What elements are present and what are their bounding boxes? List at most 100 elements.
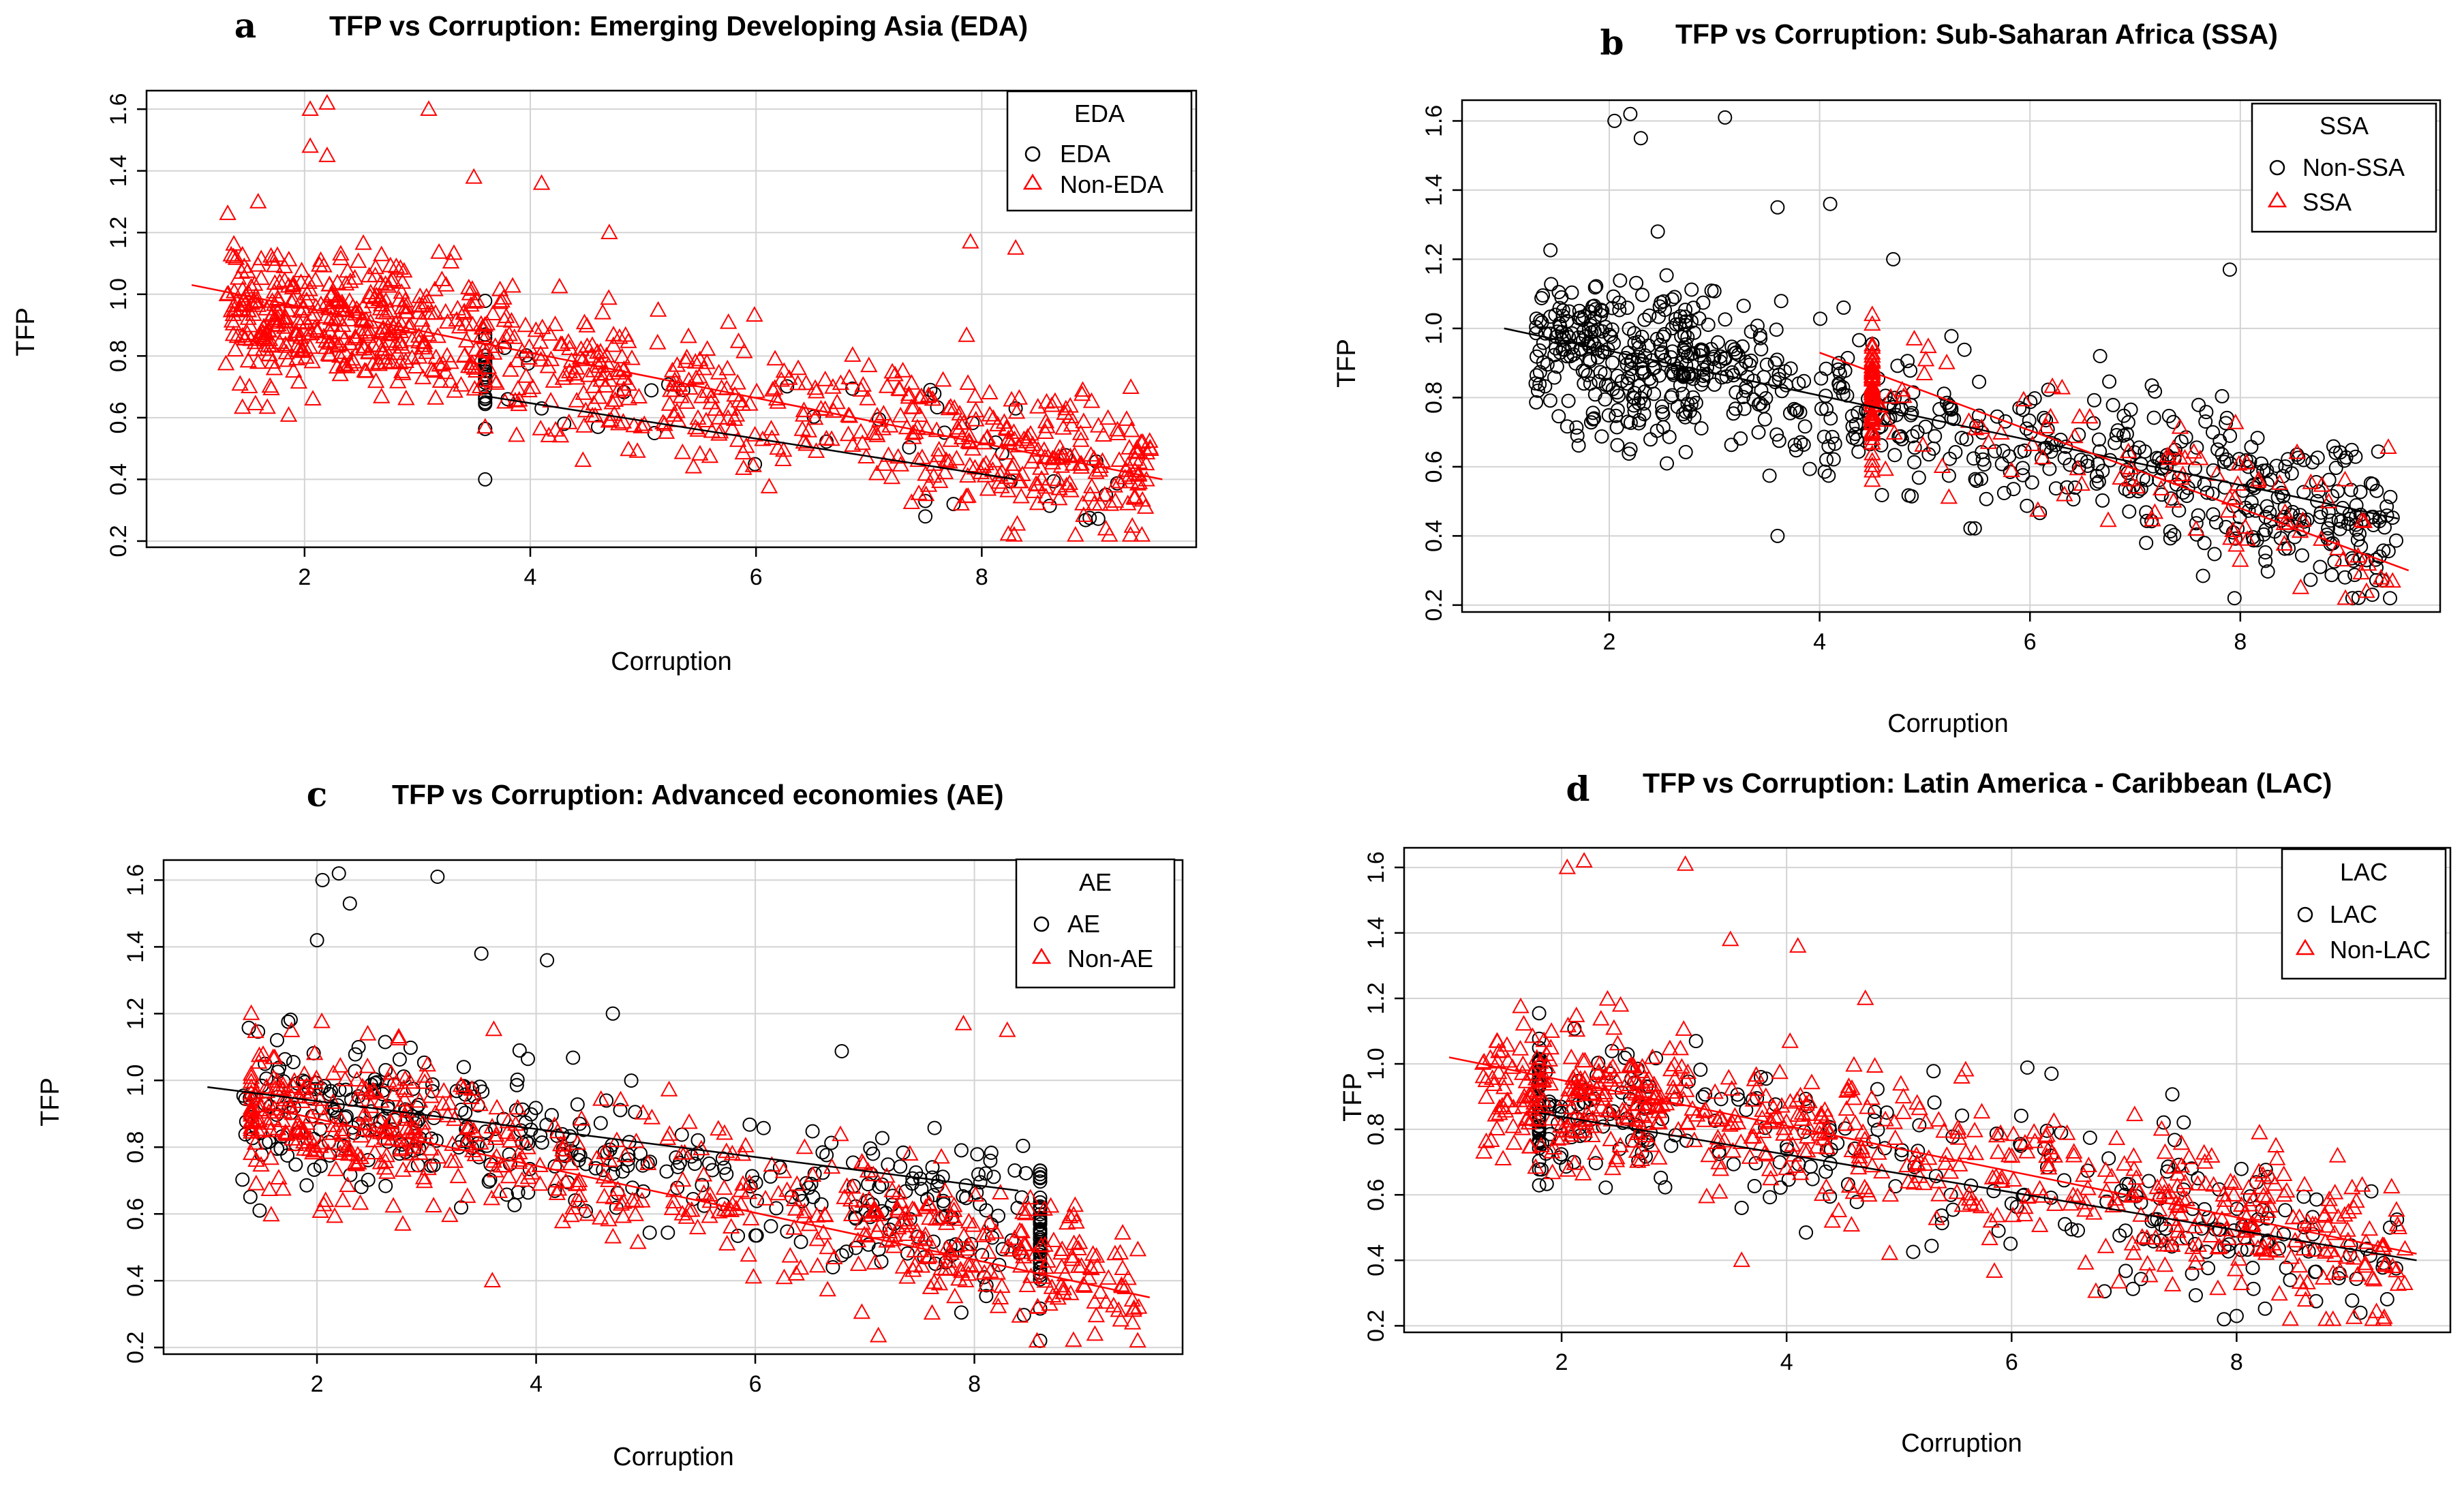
scatter-point-triangle [1864, 315, 1881, 331]
scatter-point-triangle [568, 391, 585, 408]
scatter-point-triangle [476, 418, 494, 434]
scatter-point-triangle [725, 410, 744, 426]
scatter-point-triangle [531, 1175, 549, 1191]
scatter-point-circle [748, 457, 763, 472]
scatter-point-triangle [1559, 1161, 1577, 1177]
scatter-point-triangle [483, 1118, 501, 1134]
scatter-point-circle [1555, 309, 1570, 324]
scatter-point-circle [1539, 1176, 1554, 1191]
scatter-point-circle [1887, 448, 1902, 463]
scatter-point-circle [1631, 350, 1645, 365]
scatter-point-circle [643, 1154, 658, 1169]
scatter-point-triangle [693, 1139, 710, 1156]
scatter-point-triangle [2230, 1250, 2248, 1266]
scatter-point-triangle [718, 380, 735, 395]
scatter-point-circle [2217, 455, 2232, 470]
scatter-point-triangle [1542, 1022, 1560, 1038]
scatter-point-triangle [2155, 1236, 2173, 1252]
scatter-point-triangle [1036, 1236, 1054, 1252]
scatter-point-triangle [1711, 1182, 1729, 1199]
scatter-point-triangle [992, 1184, 1009, 1199]
scatter-point-triangle [1081, 485, 1099, 502]
scatter-point-triangle [241, 316, 259, 333]
scatter-point-circle [1604, 322, 1619, 337]
scatter-point-circle [2307, 1264, 2322, 1279]
scatter-point-triangle [634, 1103, 652, 1120]
scatter-point-triangle [280, 250, 298, 266]
scatter-point-triangle [902, 373, 921, 390]
scatter-point-triangle [660, 1080, 678, 1097]
scatter-point-triangle [860, 356, 878, 373]
scatter-point-circle [1655, 399, 1669, 414]
scatter-point-triangle [258, 1082, 276, 1099]
scatter-point-triangle [269, 316, 287, 332]
scatter-point-triangle [866, 1253, 883, 1270]
scatter-point-triangle [740, 1174, 759, 1190]
legend-marker-triangle [2295, 938, 2315, 955]
scatter-point-triangle [1082, 446, 1100, 462]
scatter-point-circle [1677, 369, 1692, 384]
scatter-point-triangle [1732, 1133, 1750, 1149]
scatter-point-triangle [2081, 408, 2099, 424]
scatter-point-triangle [269, 1079, 288, 1095]
scatter-point-triangle [1053, 1258, 1071, 1274]
scatter-point-circle [2101, 1151, 2116, 1166]
scatter-point-triangle [430, 243, 448, 259]
scatter-point-triangle [2112, 469, 2129, 485]
scatter-point-triangle [330, 1134, 348, 1150]
scatter-point-circle [241, 1020, 256, 1035]
scatter-point-triangle [693, 387, 711, 403]
scatter-point-circle [1695, 1090, 1710, 1105]
scatter-point-triangle [2376, 1255, 2394, 1271]
scatter-point-triangle [716, 1124, 733, 1140]
scatter-point-triangle [2245, 1191, 2262, 1207]
scatter-point-circle [902, 440, 917, 455]
x-tick-label: 8 [975, 564, 988, 590]
scatter-point-circle [1606, 289, 1621, 304]
scatter-point-triangle [1992, 1124, 2009, 1140]
scatter-point-triangle [242, 1100, 260, 1116]
scatter-point-triangle [318, 94, 336, 110]
scatter-point-triangle [625, 416, 643, 433]
scatter-point-circle [2353, 1305, 2368, 1320]
scatter-point-circle [1821, 468, 1836, 483]
scatter-point-circle [309, 933, 324, 948]
scatter-point-triangle [1567, 1066, 1585, 1082]
scatter-point-circle [2057, 450, 2072, 465]
scatter-point-circle [2067, 480, 2082, 495]
scatter-point-circle [1789, 403, 1804, 418]
scatter-point-triangle [2337, 589, 2354, 605]
scatter-point-triangle [1845, 1089, 1863, 1105]
scatter-point-triangle [1549, 1130, 1567, 1146]
scatter-point-circle [1695, 343, 1709, 358]
scatter-point-circle [660, 1225, 675, 1240]
scatter-point-triangle [1052, 1244, 1070, 1260]
scatter-point-triangle [1091, 495, 1109, 511]
trend-line [1538, 1112, 2417, 1261]
scatter-point-triangle [780, 369, 798, 385]
scatter-point-triangle [1863, 1089, 1881, 1105]
scatter-point-triangle [382, 272, 399, 288]
scatter-point-circle [1823, 1157, 1838, 1172]
scatter-point-triangle [242, 1144, 260, 1161]
scatter-point-circle [2097, 1284, 2112, 1299]
scatter-point-triangle [377, 354, 395, 369]
scatter-point-triangle [1504, 1099, 1523, 1114]
scatter-point-triangle [1585, 1085, 1603, 1101]
scatter-point-circle [478, 395, 493, 410]
scatter-point-circle [1928, 1169, 1943, 1184]
scatter-point-triangle [218, 286, 236, 301]
scatter-point-triangle [2259, 1202, 2277, 1218]
scatter-point-triangle [730, 392, 748, 408]
scatter-point-circle [270, 1032, 284, 1047]
scatter-point-circle [1634, 1146, 1649, 1161]
scatter-point-triangle [2184, 1238, 2202, 1255]
scatter-point-circle [1585, 412, 1600, 427]
scatter-point-triangle [414, 1168, 433, 1184]
scatter-point-triangle [2133, 1227, 2151, 1244]
scatter-point-triangle [254, 1045, 272, 1061]
scatter-point-triangle [2227, 413, 2245, 429]
scatter-point-circle [834, 1044, 849, 1058]
scatter-point-triangle [904, 398, 923, 414]
scatter-point-triangle [508, 426, 526, 442]
